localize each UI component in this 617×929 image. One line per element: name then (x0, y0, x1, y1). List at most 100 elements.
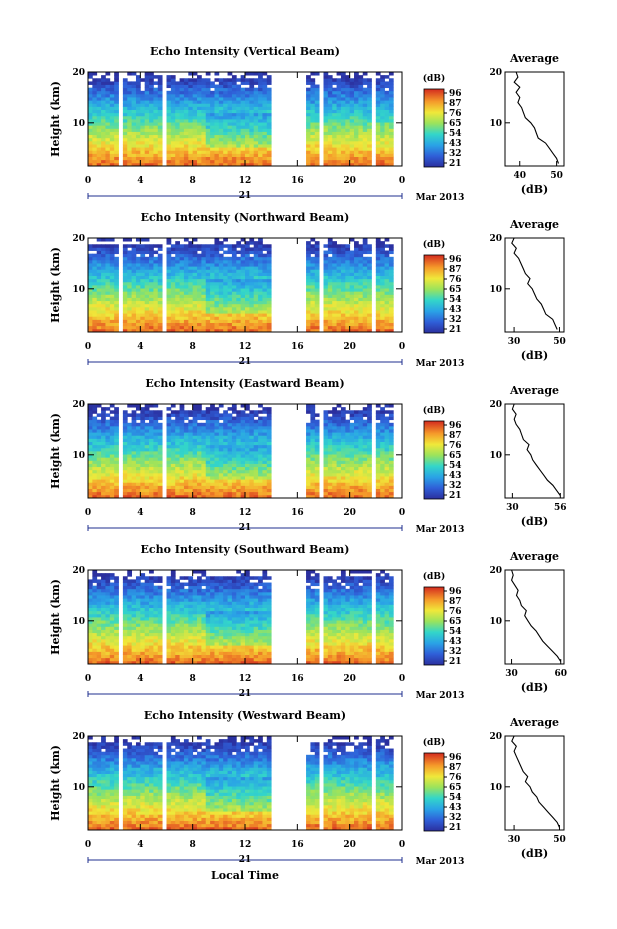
heatmap-cell (166, 294, 172, 298)
heatmap-cell (214, 488, 220, 493)
heatmap-cell (183, 250, 189, 255)
heatmap-cell (140, 316, 146, 320)
heatmap-cell (157, 322, 163, 327)
heatmap-cell (170, 272, 176, 276)
heatmap-cell (223, 322, 228, 327)
heatmap-cell (218, 269, 224, 273)
heatmap-cell (253, 87, 259, 92)
heatmap-cell (253, 144, 259, 148)
heatmap-cell (340, 291, 346, 295)
heatmap-cell (149, 263, 154, 267)
heatmap-cell (349, 150, 355, 154)
heatmap-cell (183, 84, 189, 89)
heatmap-cell (205, 119, 211, 123)
heatmap-cell (135, 131, 141, 136)
heatmap-cell (340, 150, 346, 154)
heatmap-cell (101, 150, 106, 154)
heatmap-cell (149, 278, 154, 283)
heatmap-cell (249, 316, 255, 320)
heatmap-cell (153, 294, 159, 298)
heatmap-cell (306, 153, 311, 157)
heatmap-cell (88, 103, 93, 107)
heatmap-cell (170, 438, 176, 442)
heatmap-cell (96, 109, 102, 114)
heatmap-cell (345, 275, 351, 280)
heatmap-cell (223, 140, 228, 145)
heatmap-cell (245, 435, 250, 439)
heatmap-cell (101, 494, 106, 499)
heatmap-cell (258, 325, 263, 330)
heatmap-cell (358, 285, 364, 289)
heatmap-cell (336, 303, 342, 308)
heatmap-cell (245, 325, 250, 330)
heatmap-cell (266, 281, 272, 286)
heatmap-cell (367, 476, 372, 480)
heatmap-cell (179, 97, 185, 101)
heatmap-cell (201, 84, 207, 89)
heatmap-cell (240, 288, 246, 292)
heatmap-cell (367, 131, 372, 136)
heatmap-cell (153, 266, 159, 270)
heatmap-cell (101, 454, 106, 458)
heatmap-cell (262, 460, 268, 464)
heatmap-cell (306, 316, 311, 320)
heatmap-cell (310, 84, 316, 89)
heatmap-cell (205, 256, 211, 261)
heatmap-cell (201, 432, 207, 436)
heatmap-cell (197, 244, 202, 248)
heatmap-cell (327, 328, 333, 333)
heatmap-cell (205, 90, 211, 95)
heatmap-cell (96, 297, 102, 302)
heatmap-cell (131, 422, 137, 427)
heatmap-cell (240, 140, 246, 145)
heatmap-cell (358, 256, 364, 261)
heatmap-cell (258, 100, 263, 104)
heatmap-cell (227, 447, 233, 452)
heatmap-cell (323, 134, 329, 139)
heatmap-cell (306, 328, 311, 333)
heatmap-cell (345, 156, 351, 161)
heatmap-cell (105, 432, 111, 436)
heatmap-cell (236, 463, 242, 468)
heatmap-cell (96, 90, 102, 95)
heatmap-cell (227, 144, 233, 148)
heatmap-cell (153, 463, 159, 468)
heatmap-cell (306, 438, 311, 442)
heatmap-cell (192, 469, 198, 474)
heatmap-cell (92, 259, 98, 264)
heatmap-cell (384, 263, 390, 267)
heatmap-cell (210, 297, 215, 302)
heatmap-cell (236, 441, 242, 446)
heatmap-cell (249, 476, 255, 480)
heatmap-cell (314, 485, 320, 489)
heatmap-cell (327, 288, 333, 292)
heatmap-cell (109, 97, 115, 101)
heatmap-cell (149, 253, 154, 258)
heatmap-cell (205, 263, 211, 267)
heatmap-cell (327, 303, 333, 308)
heatmap-cell (166, 259, 172, 264)
heatmap-cell (314, 457, 320, 461)
heatmap-cell (358, 81, 364, 85)
heatmap-cell (258, 97, 263, 101)
heatmap-cell (245, 306, 250, 311)
heatmap-cell (231, 122, 237, 126)
heatmap-cell (210, 140, 215, 145)
heatmap-cell (144, 162, 150, 167)
heatmap-cell (192, 125, 198, 129)
heatmap-cell (345, 75, 351, 79)
heatmap-cell (380, 119, 385, 123)
heatmap-cell (192, 244, 198, 248)
heatmap-cell (201, 422, 207, 427)
heatmap-cell (179, 319, 185, 323)
heatmap-cell (114, 457, 119, 461)
heatmap-cell (183, 435, 189, 439)
heatmap-cell (384, 259, 390, 264)
heatmap-cell (218, 253, 224, 258)
heatmap-cell (192, 97, 198, 101)
colorbar-tick-label: 65 (449, 119, 462, 129)
heatmap-cell (349, 281, 355, 286)
heatmap-cell (384, 150, 390, 154)
heatmap-cell (205, 78, 211, 82)
heatmap-cell (240, 93, 246, 98)
